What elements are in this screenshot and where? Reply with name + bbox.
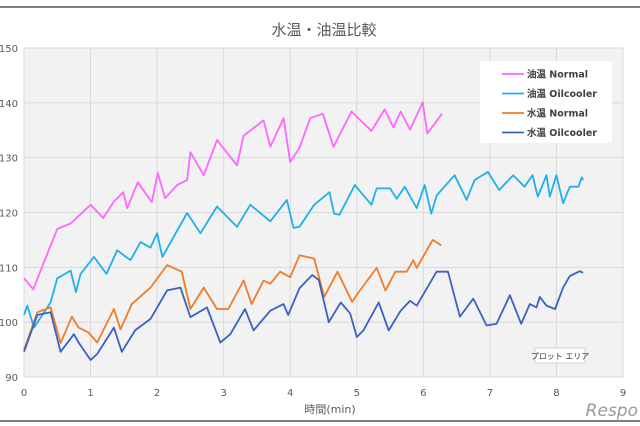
x-tick-label: 2 [154,388,160,399]
series-line-3[interactable] [23,238,442,351]
tooltip-text: プロット エリア [531,352,590,361]
legend-label: 油温 Normal [527,69,588,81]
tooltip-box [534,347,586,364]
legend-label: 水温 Oilcooler [527,127,597,139]
bottom-border [0,420,640,422]
x-tick-label: 8 [553,388,559,399]
x-tick-label: 9 [620,388,626,399]
series-line-1[interactable] [23,101,443,291]
y-tick-label: 110 [0,263,18,274]
legend-item[interactable]: 油温 Oilcooler [502,88,597,100]
y-tick-label: 120 [0,209,18,220]
x-tick-label: 3 [220,388,226,399]
legend[interactable]: 油温 Normal 油温 Oilcooler 水温 Normal 水温 Oilcool… [480,61,612,143]
x-tick-label: 5 [354,388,360,399]
y-tick-label: 150 [0,44,18,55]
legend-item[interactable]: 水温 Oilcooler [502,127,597,139]
x-tick-label: 0 [21,388,27,399]
plot-area-tooltip: プロット エリア [531,347,590,364]
x-tick-label: 6 [420,388,426,399]
series-lines [23,101,584,361]
top-border [0,6,640,8]
y-tick-label: 90 [5,373,18,384]
legend-label: 油温 Oilcooler [527,88,597,100]
x-axis-ticks: 0 1 2 3 4 5 6 7 8 9 [21,388,626,399]
series-line-4[interactable] [23,270,584,361]
chart-title: 水温・油温比較 [271,21,376,39]
y-axis-ticks: 90 100 110 120 130 140 150 [0,44,18,384]
x-axis-label: 時間(min) [304,403,355,416]
y-tick-label: 140 [0,99,18,110]
respo-watermark-logo: Respo [586,401,638,421]
legend-label: 水温 Normal [527,108,588,120]
x-tick-label: 1 [87,388,93,399]
x-tick-label: 7 [487,388,493,399]
legend-item[interactable]: 水温 Normal [502,108,588,120]
y-tick-label: 130 [0,154,18,165]
y-tick-label: 100 [0,318,18,329]
gridlines [23,47,624,378]
legend-item[interactable]: 油温 Normal [502,69,588,81]
series-line-2[interactable] [23,170,584,329]
x-tick-label: 4 [287,388,293,399]
